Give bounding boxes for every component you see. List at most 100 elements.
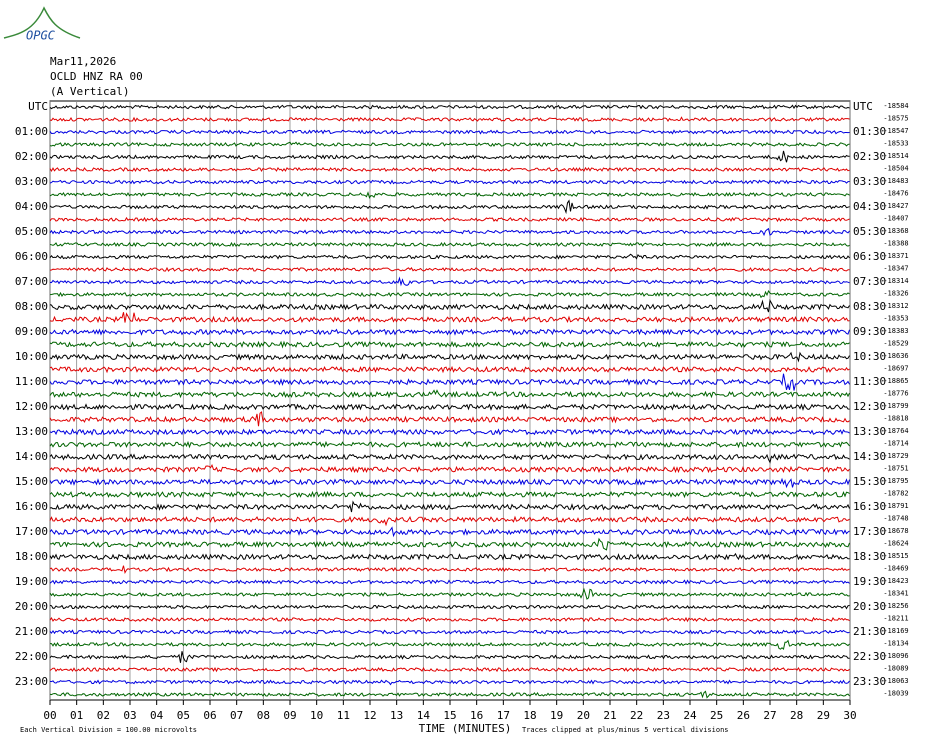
trace xyxy=(49,241,850,248)
trace-offset: -18256 xyxy=(883,602,908,610)
trace xyxy=(49,373,850,391)
trace xyxy=(49,150,850,163)
trace xyxy=(49,579,850,585)
left-time-label: UTC xyxy=(28,100,48,113)
trace xyxy=(49,440,850,449)
trace-offset: -18407 xyxy=(883,215,908,223)
right-time-label: 16:30 xyxy=(853,500,886,513)
x-tick-label: 23 xyxy=(657,709,670,722)
left-time-label: 19:00 xyxy=(15,575,48,588)
right-time-label: 22:30 xyxy=(853,650,886,663)
right-time-label: 02:30 xyxy=(853,150,886,163)
right-time-label: 07:30 xyxy=(853,275,886,288)
x-tick-label: 27 xyxy=(763,709,776,722)
x-tick-label: 09 xyxy=(283,709,296,722)
right-time-label: 01:30 xyxy=(853,125,886,138)
trace xyxy=(49,312,850,324)
trace-offset: -18211 xyxy=(883,615,908,623)
trace xyxy=(49,179,850,185)
x-tick-label: 15 xyxy=(443,709,456,722)
left-time-label: 02:00 xyxy=(15,150,48,163)
trace xyxy=(49,526,850,538)
right-time-label: 14:30 xyxy=(853,450,886,463)
x-tick-label: 28 xyxy=(790,709,803,722)
trace xyxy=(49,537,850,551)
right-time-label: 05:30 xyxy=(853,225,886,238)
trace xyxy=(49,116,850,123)
left-time-label: 05:00 xyxy=(15,225,48,238)
x-tick-label: 18 xyxy=(523,709,536,722)
trace xyxy=(49,666,850,673)
note: Traces clipped at plus/minus 5 vertical … xyxy=(522,726,729,734)
x-tick-label: 03 xyxy=(123,709,136,722)
trace-offset: -18799 xyxy=(883,402,908,410)
right-time-label: 17:30 xyxy=(853,525,886,538)
trace xyxy=(49,166,850,173)
trace xyxy=(49,616,850,623)
logo-mark xyxy=(3,6,81,39)
trace-offset: -18423 xyxy=(883,577,908,585)
trace xyxy=(49,587,850,600)
right-time-label: 12:30 xyxy=(853,400,886,413)
trace xyxy=(49,453,850,464)
trace-offset: -18089 xyxy=(883,665,908,673)
x-tick-label: 10 xyxy=(310,709,323,722)
trace-offset: -18326 xyxy=(883,290,908,298)
right-time-label: 08:30 xyxy=(853,300,886,313)
trace xyxy=(49,227,850,237)
right-time-label: 11:30 xyxy=(853,375,886,388)
x-tick-label: 26 xyxy=(737,709,750,722)
trace xyxy=(49,500,850,513)
x-tick-label: 14 xyxy=(417,709,431,722)
trace-offset: -18347 xyxy=(883,265,908,273)
x-tick-label: 01 xyxy=(70,709,83,722)
trace-offset: -18751 xyxy=(883,465,908,473)
left-time-label: 11:00 xyxy=(15,375,48,388)
left-time-label: 23:00 xyxy=(15,675,48,688)
trace-offset: -18134 xyxy=(883,640,908,648)
right-time-label: 09:30 xyxy=(853,325,886,338)
trace xyxy=(49,104,850,110)
x-tick-label: 06 xyxy=(203,709,216,722)
left-time-label: 13:00 xyxy=(15,425,48,438)
right-time-label: 15:30 xyxy=(853,475,886,488)
trace-offset: -18371 xyxy=(883,252,908,260)
trace-offset: -18469 xyxy=(883,565,908,573)
x-tick-label: 12 xyxy=(363,709,376,722)
left-time-label: 14:00 xyxy=(15,450,48,463)
left-time-label: 20:00 xyxy=(15,600,48,613)
trace xyxy=(49,298,850,313)
left-time-label: 16:00 xyxy=(15,500,48,513)
x-tick-label: 13 xyxy=(390,709,403,722)
left-time-label: 18:00 xyxy=(15,550,48,563)
trace xyxy=(49,328,850,336)
trace-offset: -18314 xyxy=(883,277,908,285)
trace-offset: -18584 xyxy=(883,102,908,110)
right-time-label: 03:30 xyxy=(853,175,886,188)
trace-offset: -18678 xyxy=(883,527,908,535)
left-time-label: 10:00 xyxy=(15,350,48,363)
left-time-label: 03:00 xyxy=(15,175,48,188)
trace-offset: -18624 xyxy=(883,540,908,548)
trace-offset: -18341 xyxy=(883,590,908,598)
x-tick-label: 05 xyxy=(177,709,190,722)
trace-offset: -18096 xyxy=(883,652,908,660)
trace-offset: -18575 xyxy=(883,115,908,123)
right-time-label: 04:30 xyxy=(853,200,886,213)
trace xyxy=(49,490,850,499)
x-tick-label: 25 xyxy=(710,709,723,722)
trace xyxy=(49,428,850,436)
trace-offset: -18504 xyxy=(883,165,908,173)
right-time-label: 23:30 xyxy=(853,675,886,688)
trace xyxy=(49,340,850,349)
trace-offset: -18353 xyxy=(883,315,908,323)
trace-offset: -18865 xyxy=(883,377,908,385)
trace xyxy=(50,639,850,651)
right-time-label: 19:30 xyxy=(853,575,886,588)
left-time-label: 01:00 xyxy=(15,125,48,138)
trace-offset: -18368 xyxy=(883,227,908,235)
left-time-label: 06:00 xyxy=(15,250,48,263)
x-tick-label: 30 xyxy=(843,709,856,722)
right-time-label: 18:30 xyxy=(853,550,886,563)
